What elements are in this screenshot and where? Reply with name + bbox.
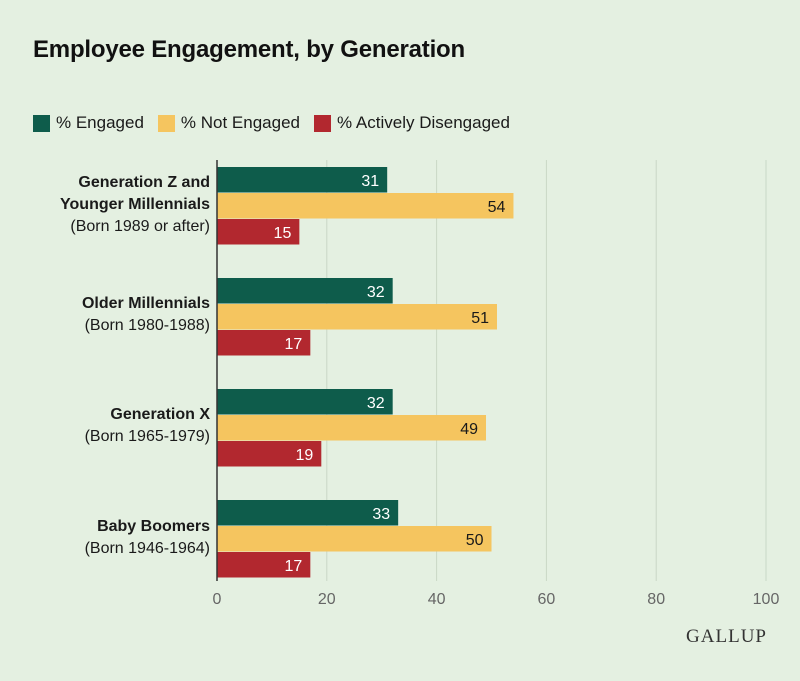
category-name-line: Older Millennials (81, 295, 210, 312)
bar-engaged (217, 278, 393, 304)
bar-engaged (217, 389, 393, 415)
category-label-gen-x: Generation X (Born 1965-1979) (85, 404, 210, 448)
category-label-gen-z: Generation Z and Younger Millennials (Bo… (60, 172, 210, 238)
bar-value-labels: 31 54 15 32 51 17 32 49 19 33 50 17 (274, 173, 506, 575)
bar-value-label: 33 (372, 506, 390, 523)
x-tick-label: 60 (538, 591, 556, 608)
x-axis-ticks: 0 20 40 60 80 100 (213, 591, 780, 608)
category-label-baby-boomers: Baby Boomers (Born 1946-1964) (85, 516, 210, 560)
bar-actively-disengaged (217, 219, 300, 245)
legend-label-actively-disengaged: % Actively Disengaged (337, 113, 510, 132)
category-sub: (Born 1980-1988) (84, 317, 210, 334)
bar-value-label: 32 (367, 284, 385, 301)
bar-value-label: 50 (466, 532, 484, 549)
bar-value-label: 19 (296, 447, 314, 464)
legend-item-actively-disengaged: % Actively Disengaged (314, 113, 510, 133)
category-sub: (Born 1965-1979) (84, 428, 210, 445)
bar-actively-disengaged (217, 330, 311, 356)
legend-label-engaged: % Engaged (56, 113, 144, 132)
category-name-line: Younger Millennials (60, 196, 210, 213)
bar-value-label: 31 (361, 173, 379, 190)
bar-value-label: 17 (285, 558, 303, 575)
bar-value-label: 15 (274, 225, 292, 242)
x-tick-label: 80 (647, 591, 665, 608)
legend-swatch-engaged (33, 114, 50, 132)
bar-value-label: 49 (460, 421, 478, 438)
gallup-logo: GALLUP (686, 626, 767, 647)
category-name-line: Generation Z and (78, 174, 210, 191)
bar-value-label: 17 (285, 336, 303, 353)
category-name-line: Generation X (110, 406, 210, 423)
category-label-older-millennials: Older Millennials (Born 1980-1988) (82, 293, 210, 337)
category-sub: (Born 1946-1964) (84, 540, 210, 557)
x-tick-label: 20 (318, 591, 336, 608)
bar-actively-disengaged (217, 552, 311, 578)
legend: % Engaged % Not Engaged % Actively Disen… (33, 113, 524, 133)
x-tick-label: 40 (428, 591, 446, 608)
legend-swatch-actively-disengaged (314, 114, 331, 132)
category-sub: (Born 1989 or after) (70, 218, 210, 235)
bar-engaged (217, 500, 399, 526)
bar-value-label: 51 (471, 310, 489, 327)
legend-swatch-not-engaged (157, 114, 175, 132)
legend-item-not-engaged: % Not Engaged (157, 113, 300, 133)
bar-engaged (217, 167, 388, 193)
bar-not-engaged (217, 526, 492, 552)
legend-item-engaged: % Engaged (33, 113, 144, 133)
bars (217, 167, 514, 578)
bar-not-engaged (217, 415, 487, 441)
x-tick-label: 0 (213, 591, 222, 608)
x-tick-label: 100 (753, 591, 780, 608)
bar-not-engaged (217, 193, 514, 219)
bar-not-engaged (217, 304, 497, 330)
bar-value-label: 54 (488, 199, 506, 216)
category-name-line: Baby Boomers (97, 518, 210, 535)
bar-value-label: 32 (367, 395, 385, 412)
chart-title: Employee Engagement, by Generation (33, 36, 465, 63)
bar-actively-disengaged (217, 441, 322, 467)
legend-label-not-engaged: % Not Engaged (180, 113, 300, 132)
